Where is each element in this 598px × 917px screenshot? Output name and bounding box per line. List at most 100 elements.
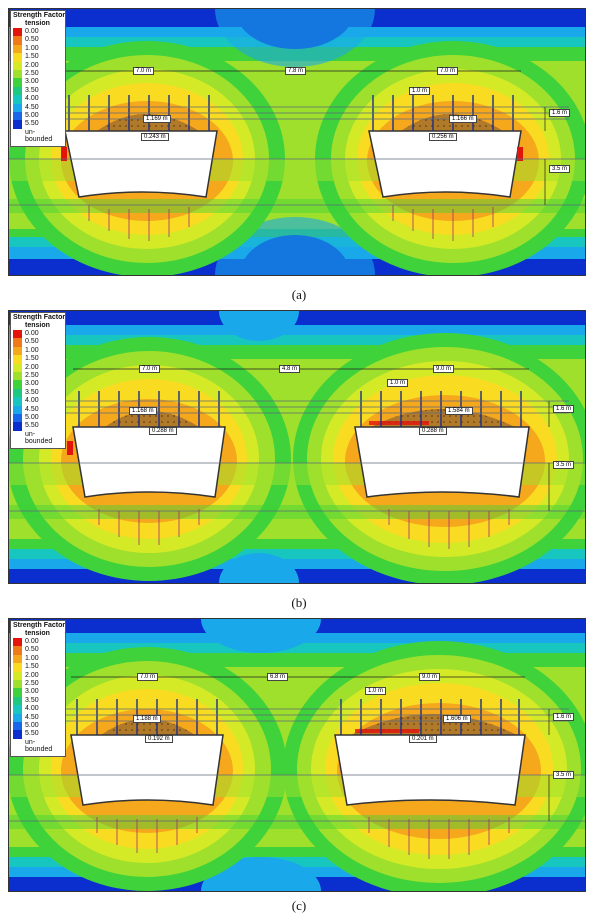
legend-swatch [13,663,22,672]
legend-row: 3.50 [13,86,64,96]
legend-swatch [13,53,22,62]
right-sag: 0.201 m [409,735,437,743]
legend-row: 0.50 [13,338,64,347]
legend-swatch [13,363,22,372]
caption-a: (a) [291,287,307,302]
legend-row: 4.00 [13,95,64,104]
dimension-right-span: 9.0 m [433,365,455,373]
legend-swatch [13,380,22,389]
legend-row: 3.00 [13,78,64,87]
legend-row: 5.00 [13,721,64,731]
dimension-pillar: 4.8 m [279,365,301,373]
legend-row: 1.00 [13,654,64,664]
dimension-left-span: 7.0 m [133,67,155,75]
bolt-length: 1.6 m [549,109,571,117]
legend-swatch [13,338,22,347]
contour-plot-a [9,9,585,275]
legend-label: 5.50 [25,120,39,128]
legend-row: 5.50 [13,422,64,431]
legend-swatch [13,721,22,731]
legend-label: 0.00 [25,638,39,645]
contour-panel-b: Strength Factor tension 0.00 0.50 1.00 1… [8,310,586,584]
legend-swatch [13,355,22,364]
legend-row: 1.00 [13,44,64,54]
legend-swatch [13,688,22,697]
legend-row: 4.50 [13,713,64,722]
legend-row: 4.00 [13,705,64,714]
legend-label: 2.50 [25,679,39,687]
legend-row: 0.50 [13,36,64,45]
contour-plot-b [9,311,585,583]
legend-label: 4.50 [25,713,39,721]
legend-label: 1.50 [25,53,39,61]
legend-label: 2.00 [25,363,39,371]
legend-label: 3.50 [25,86,39,94]
legend-tail-2: bounded [25,438,53,446]
bolt-length: 1.6 m [553,405,575,413]
legend-row: 3.50 [13,388,64,398]
legend-row: 5.50 [13,120,64,129]
legend-tail-2: bounded [25,746,53,754]
legend-swatch [13,78,22,87]
dimension-right-span: 7.0 m [437,67,459,75]
legend-label: 4.00 [25,95,39,103]
legend-label: 3.00 [25,688,39,696]
legend-row: 2.50 [13,679,64,689]
bolt-length: 1.6 m [553,713,575,721]
legend-swatch [13,69,22,79]
legend-label: 4.50 [25,103,39,111]
legend-swatch [13,413,22,423]
legend-label: 0.00 [25,330,39,337]
legend-swatch [13,696,22,706]
legend-row: 0.00 [13,330,64,339]
legend-subtitle: tension [25,322,50,329]
strength-legend-b: Strength Factor tension 0.00 0.50 1.00 1… [10,312,66,449]
legend-swatch [13,28,22,37]
legend-label: 5.00 [25,111,39,119]
legend-row: 4.00 [13,397,64,406]
strength-legend-c: Strength Factor tension 0.00 0.50 1.00 1… [10,620,66,757]
opening-height: 3.5 m [553,461,575,469]
caption-b: (b) [291,595,307,610]
caption-c: (c) [291,898,307,913]
legend-row: 2.00 [13,671,64,680]
legend-swatch [13,61,22,70]
legend-swatch [13,86,22,96]
legend-row: 0.00 [13,28,64,37]
legend-row: 4.50 [13,103,64,112]
legend-swatch [13,103,22,112]
left-sag: 0.192 m [145,735,173,743]
legend-swatch [13,397,22,406]
legend-label: 3.00 [25,78,39,86]
right-failure-depth: 1.606 m [443,715,471,723]
legend-label: 3.50 [25,388,39,396]
legend-subtitle: tension [25,20,50,27]
legend-swatch [13,44,22,54]
dimension-pillar: 6.8 m [267,673,289,681]
legend-label: 5.00 [25,721,39,729]
legend-tail-1: un- [25,430,36,438]
contour-panel-c: Strength Factor tension 0.00 0.50 1.00 1… [8,618,586,892]
dimension-left-span: 7.0 m [139,365,161,373]
legend-swatch [13,388,22,398]
legend-swatch [13,371,22,381]
right-sag: 0.256 m [429,133,457,141]
legend-label: 0.00 [25,28,39,35]
legend-title: Strength Factor [13,314,66,321]
legend-row: 2.50 [13,371,64,381]
legend-label: 4.00 [25,397,39,405]
legend-swatch [13,713,22,722]
dimension-right-span: 9.0 m [419,673,441,681]
dimension-pillar: 7.8 m [285,67,307,75]
legend-label: 5.50 [25,730,39,738]
left-failure-depth: 1.169 m [143,115,171,123]
legend-swatch [13,405,22,414]
legend-label: 1.00 [25,346,39,354]
contour-plot-c [9,619,585,891]
legend-swatch [13,422,22,431]
legend-row: 5.50 [13,730,64,739]
legend-label: 1.00 [25,654,39,662]
legend-label: 3.00 [25,380,39,388]
legend-swatch [13,638,22,647]
legend-label: 4.00 [25,705,39,713]
